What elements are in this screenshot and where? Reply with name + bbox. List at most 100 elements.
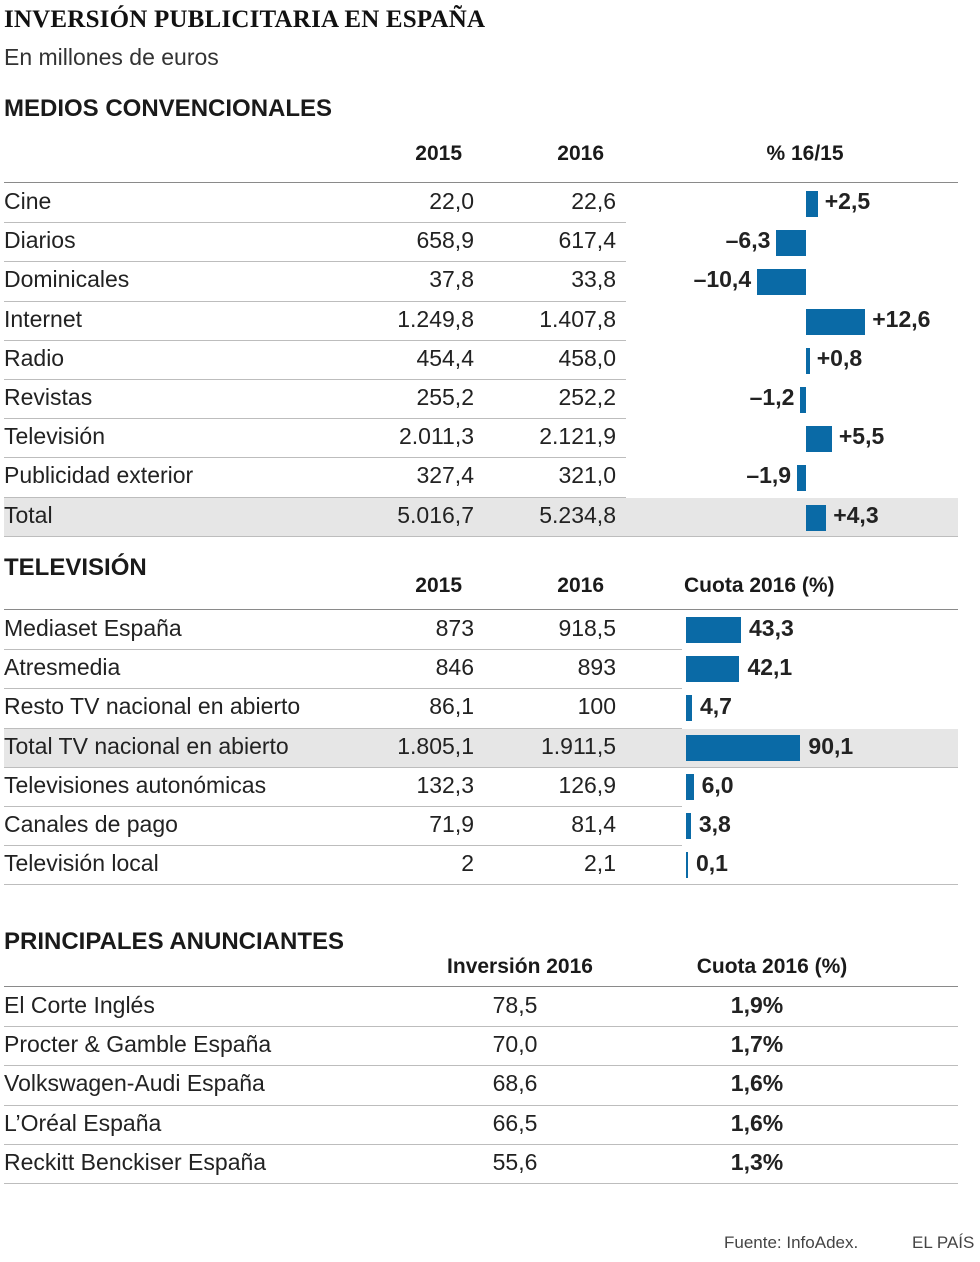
row-divider (4, 1065, 958, 1067)
row-label: Televisiones autonómicas (4, 771, 267, 798)
pct-label: –10,4 (693, 266, 752, 293)
pct-label: +2,5 (824, 188, 871, 214)
header-divider (4, 609, 958, 610)
value-2016: 5.234,8 (539, 501, 616, 528)
share-label: 43,3 (748, 615, 794, 641)
pct-bar (776, 230, 806, 257)
column-header-2015: 2015 (415, 142, 462, 165)
row-divider (4, 806, 682, 807)
row-label: Dominicales (4, 266, 130, 293)
pct-label: +5,5 (838, 423, 885, 450)
value-2015: 327,4 (416, 462, 474, 489)
value-2016: 918,5 (558, 615, 616, 641)
share-label: 4,7 (699, 693, 732, 720)
investment-value: 55,6 (492, 1148, 538, 1175)
value-2016: 126,9 (558, 771, 616, 798)
value-2016: 252,2 (558, 384, 616, 410)
row-label: Procter & Gamble España (4, 1031, 272, 1058)
row-divider (4, 688, 682, 690)
pct-label: –1,2 (749, 384, 795, 410)
column-header-2016: 2016 (557, 142, 604, 165)
value-2015: 2 (461, 850, 474, 877)
column-header-share: Cuota 2016 (%) (696, 955, 848, 978)
row-divider (4, 535, 958, 537)
pct-bar (806, 308, 866, 335)
row-label: Internet (4, 305, 82, 332)
value-2016: 33,8 (571, 266, 616, 293)
column-header-pct: % 16/15 (766, 142, 844, 165)
row-label: Atresmedia (4, 654, 121, 681)
row-label: Mediaset España (4, 615, 182, 641)
pct-label: +4,3 (833, 501, 879, 528)
investment-value: 70,0 (492, 1031, 538, 1058)
pct-label: –6,3 (725, 227, 771, 254)
pct-bar (797, 465, 806, 492)
row-divider (4, 261, 626, 263)
pct-bar (806, 504, 827, 531)
pct-label: +12,6 (872, 305, 931, 332)
row-label: Radio (4, 344, 65, 371)
share-label: 42,1 (747, 654, 793, 681)
pct-bar (757, 269, 806, 296)
row-divider (4, 300, 626, 302)
column-header-2015: 2015 (415, 574, 462, 597)
value-2016: 617,4 (558, 227, 616, 254)
row-label: Diarios (4, 227, 76, 254)
value-2016: 321,0 (558, 462, 616, 489)
row-divider (4, 1104, 958, 1106)
row-divider (4, 884, 958, 886)
row-divider (4, 766, 958, 768)
share-bar (686, 852, 688, 879)
share-label: 90,1 (808, 732, 854, 759)
row-label: Canales de pago (4, 811, 178, 837)
share-value: 1,7% (730, 1031, 784, 1058)
row-divider (4, 1143, 958, 1145)
value-2016: 22,6 (571, 188, 616, 214)
row-divider (4, 727, 682, 729)
chart-title: INVERSIÓN PUBLICITARIA EN ESPAÑA (4, 6, 486, 33)
row-label: El Corte Inglés (4, 992, 155, 1018)
row-label: Resto TV nacional en abierto (4, 693, 301, 720)
total-row-highlight (4, 497, 958, 536)
row-label: Revistas (4, 384, 93, 410)
share-bar (686, 695, 692, 722)
value-2015: 1.249,8 (397, 305, 474, 332)
value-2016: 2.121,9 (539, 423, 616, 450)
chart-subtitle: En millones de euros (4, 44, 219, 70)
value-2016: 100 (577, 693, 616, 720)
value-2015: 1.805,1 (397, 732, 474, 759)
pct-bar (800, 387, 806, 413)
header-divider (4, 182, 958, 183)
value-2016: 2,1 (584, 850, 616, 877)
column-header-investment: Inversión 2016 (447, 955, 593, 978)
share-label: 6,0 (701, 771, 734, 798)
share-value: 1,3% (730, 1148, 784, 1175)
row-divider (4, 649, 682, 651)
share-bar (686, 813, 691, 839)
value-2015: 86,1 (429, 693, 474, 720)
row-divider (4, 457, 626, 459)
row-divider (4, 418, 626, 420)
pct-bar (806, 191, 818, 217)
value-2015: 71,9 (429, 811, 474, 837)
row-label: Televisión (4, 423, 105, 450)
row-divider (4, 1026, 958, 1028)
value-2015: 5.016,7 (397, 501, 474, 528)
header-divider (4, 986, 958, 987)
value-2015: 22,0 (429, 188, 474, 214)
value-2015: 658,9 (416, 227, 474, 254)
share-value: 1,6% (730, 1070, 784, 1097)
value-2015: 846 (435, 654, 474, 681)
share-bar (686, 656, 740, 683)
row-label: Total (4, 501, 53, 528)
row-divider (4, 222, 626, 224)
row-label: Total TV nacional en abierto (4, 732, 289, 759)
row-label: Reckitt Benckiser España (4, 1148, 267, 1175)
section-heading-tv: TELEVISIÓN (4, 554, 147, 581)
row-divider (4, 845, 682, 847)
value-2016: 81,4 (571, 811, 616, 837)
value-2015: 2.011,3 (398, 423, 474, 450)
column-header-2016: 2016 (557, 574, 604, 597)
pct-bar (806, 347, 810, 374)
value-2016: 458,0 (558, 344, 616, 371)
